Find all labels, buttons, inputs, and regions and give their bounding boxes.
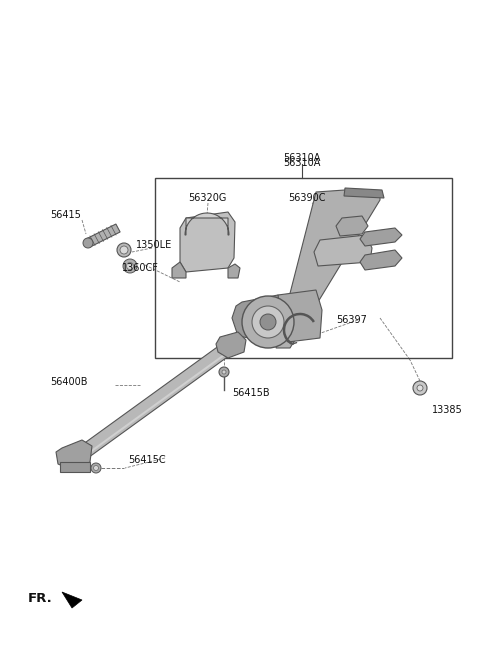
Polygon shape xyxy=(60,462,90,472)
Text: 56320G: 56320G xyxy=(188,193,227,203)
Polygon shape xyxy=(360,250,402,270)
Circle shape xyxy=(120,246,128,254)
Text: 56310A: 56310A xyxy=(283,153,321,163)
Circle shape xyxy=(413,381,427,395)
Text: 56400B: 56400B xyxy=(50,377,87,387)
Text: 56390C: 56390C xyxy=(288,193,325,203)
Text: FR.: FR. xyxy=(28,592,53,604)
Polygon shape xyxy=(62,592,82,608)
Text: 56415C: 56415C xyxy=(128,455,166,465)
Polygon shape xyxy=(276,190,380,348)
Circle shape xyxy=(242,296,294,348)
Circle shape xyxy=(252,306,284,338)
Circle shape xyxy=(117,243,131,257)
Text: 56415: 56415 xyxy=(50,210,81,220)
Text: 1360CF: 1360CF xyxy=(122,263,159,273)
Text: 13385: 13385 xyxy=(432,405,463,415)
Polygon shape xyxy=(360,228,402,246)
Polygon shape xyxy=(228,264,240,278)
Polygon shape xyxy=(232,295,280,340)
Text: 1350LE: 1350LE xyxy=(136,240,172,250)
Polygon shape xyxy=(344,188,384,198)
Polygon shape xyxy=(76,339,236,461)
Text: 56397: 56397 xyxy=(336,315,367,325)
Polygon shape xyxy=(180,212,235,272)
Circle shape xyxy=(127,262,133,270)
Circle shape xyxy=(417,385,423,391)
Polygon shape xyxy=(56,440,92,470)
Bar xyxy=(155,178,452,358)
Polygon shape xyxy=(185,213,229,235)
Polygon shape xyxy=(216,332,246,358)
Circle shape xyxy=(91,463,101,473)
Circle shape xyxy=(219,367,229,377)
Text: 56415B: 56415B xyxy=(232,388,270,398)
Polygon shape xyxy=(272,290,322,342)
Circle shape xyxy=(94,466,98,470)
Circle shape xyxy=(222,370,226,374)
Polygon shape xyxy=(336,216,368,236)
Circle shape xyxy=(260,314,276,330)
Polygon shape xyxy=(172,262,186,278)
Polygon shape xyxy=(86,224,120,247)
Circle shape xyxy=(83,238,93,248)
Polygon shape xyxy=(314,235,372,266)
Circle shape xyxy=(123,259,137,273)
Text: 56310A: 56310A xyxy=(283,158,321,168)
